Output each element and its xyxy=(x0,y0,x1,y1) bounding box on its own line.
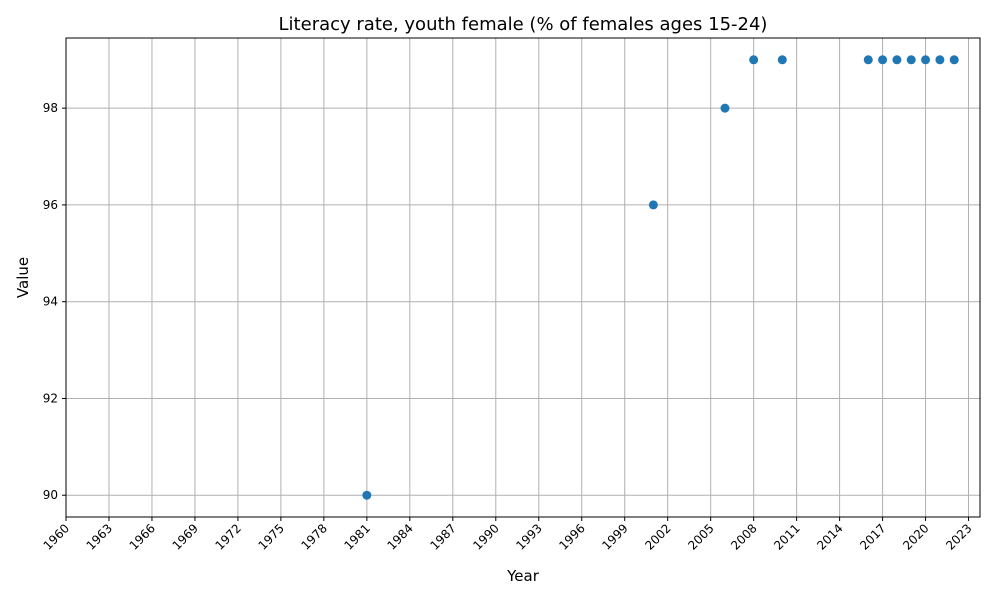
data-point xyxy=(648,200,658,210)
chart-title: Literacy rate, youth female (% of female… xyxy=(279,14,768,35)
y-tick-label: 98 xyxy=(43,101,58,115)
x-tick-label: 1996 xyxy=(556,521,587,552)
data-point xyxy=(906,55,916,65)
x-tick-label: 1999 xyxy=(599,521,630,552)
data-point xyxy=(878,55,888,65)
x-tick-label: 2011 xyxy=(771,521,802,552)
x-tick-label: 2020 xyxy=(900,521,931,552)
data-point xyxy=(892,55,902,65)
x-tick-label: 1975 xyxy=(256,521,287,552)
data-point xyxy=(362,490,372,500)
data-point xyxy=(921,55,931,65)
x-tick-label: 2023 xyxy=(943,521,974,552)
x-tick-label: 1984 xyxy=(384,521,415,552)
x-tick-label: 1993 xyxy=(513,521,544,552)
x-tick-label: 1960 xyxy=(41,521,72,552)
x-tick-label: 2014 xyxy=(814,521,845,552)
data-points xyxy=(362,55,959,500)
y-tick-label: 90 xyxy=(43,488,58,502)
x-tick-label: 2008 xyxy=(728,521,759,552)
y-tick-label: 92 xyxy=(43,391,58,405)
data-point xyxy=(777,55,787,65)
y-tick-label: 94 xyxy=(43,295,58,309)
x-tick-label: 1963 xyxy=(84,521,115,552)
x-tick-label: 1978 xyxy=(298,521,329,552)
data-point xyxy=(720,103,730,113)
x-tick-label: 1966 xyxy=(127,521,158,552)
x-tick-label: 2005 xyxy=(685,521,716,552)
data-point xyxy=(949,55,959,65)
x-tick-label: 2002 xyxy=(642,521,673,552)
y-axis: 90 92 94 96 98 xyxy=(43,101,66,502)
data-point xyxy=(863,55,873,65)
x-axis-label: Year xyxy=(506,567,540,585)
x-tick-label: 1987 xyxy=(427,521,458,552)
y-axis-label: Value xyxy=(14,257,32,298)
grid-lines xyxy=(65,38,980,517)
x-tick-label: 1972 xyxy=(213,521,244,552)
data-point xyxy=(935,55,945,65)
plot-area xyxy=(65,37,981,518)
x-tick-label: 1990 xyxy=(470,521,501,552)
x-tick-label: 2017 xyxy=(857,521,888,552)
x-tick-label: 1981 xyxy=(341,521,372,552)
x-tick-label: 1969 xyxy=(170,521,201,552)
x-axis: 1960 1963 1966 1969 1972 1975 1978 1981 1984 1987… xyxy=(41,517,975,553)
data-point xyxy=(749,55,759,65)
y-tick-label: 96 xyxy=(43,198,58,212)
